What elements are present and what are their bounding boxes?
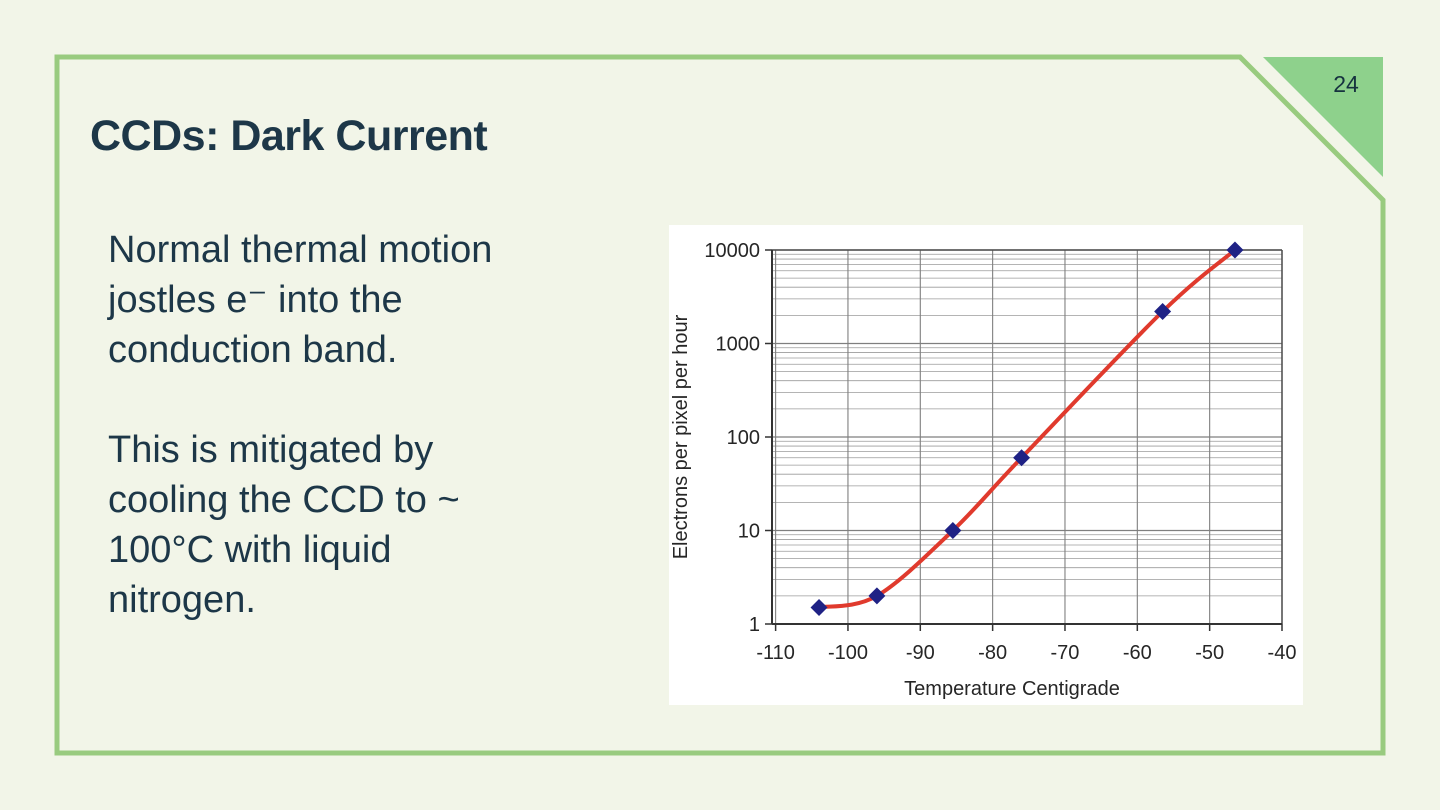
page-number: 24 [1333, 71, 1359, 97]
x-tick-label: -80 [978, 642, 1007, 664]
corner-triangle-decoration [1263, 57, 1383, 177]
data-point-marker [810, 599, 828, 617]
y-tick-label: 100 [727, 427, 760, 449]
slide-border [54, 54, 1386, 756]
data-point-marker [1226, 241, 1244, 259]
chart-panel: -110 -100 -90 -80 -70 -60 -50 -40 1 10 100 1000 1000… [669, 225, 1303, 705]
text-line: conduction band. [108, 329, 398, 371]
data-point-marker [1154, 302, 1172, 320]
data-series-line [818, 248, 1237, 610]
text-line: jostles e⁻ into the [108, 279, 403, 321]
x-tick-label: -90 [906, 642, 935, 664]
x-tick-label: -50 [1195, 642, 1224, 664]
body-text: Normal thermal motion jostles e⁻ into th… [108, 225, 628, 625]
body-paragraph-2: This is mitigated by cooling the CCD to … [108, 425, 628, 625]
slide-title: CCDs: Dark Current [90, 112, 488, 160]
y-axis-title: Electrons per pixel per hour [670, 314, 692, 559]
text-line: cooling the CCD to ~ [108, 479, 460, 521]
x-axis-title: Temperature Centigrade [904, 678, 1120, 700]
y-tick-label: 10 [738, 521, 760, 543]
x-tick-label: -70 [1051, 642, 1080, 664]
x-tick-label: -110 [756, 642, 795, 664]
data-point-marker [1013, 449, 1031, 467]
y-tick-label: 1000 [716, 334, 761, 356]
text-line: 100°C with liquid [108, 529, 392, 571]
dark-current-chart: -110 -100 -90 -80 -70 -60 -50 -40 1 10 100 1000 1000… [670, 240, 1297, 700]
y-tick-label: 10000 [704, 240, 760, 262]
x-tick-label: -100 [828, 642, 868, 664]
data-point-marker [944, 522, 962, 539]
text-line: Normal thermal motion [108, 229, 493, 271]
y-tick-label: 1 [749, 614, 760, 636]
text-line: This is mitigated by [108, 429, 434, 471]
x-tick-label: -40 [1268, 642, 1297, 664]
text-line: nitrogen. [108, 579, 256, 621]
data-point-marker [868, 587, 886, 605]
x-tick-label: -60 [1123, 642, 1152, 664]
body-paragraph-1: Normal thermal motion jostles e⁻ into th… [108, 225, 628, 375]
